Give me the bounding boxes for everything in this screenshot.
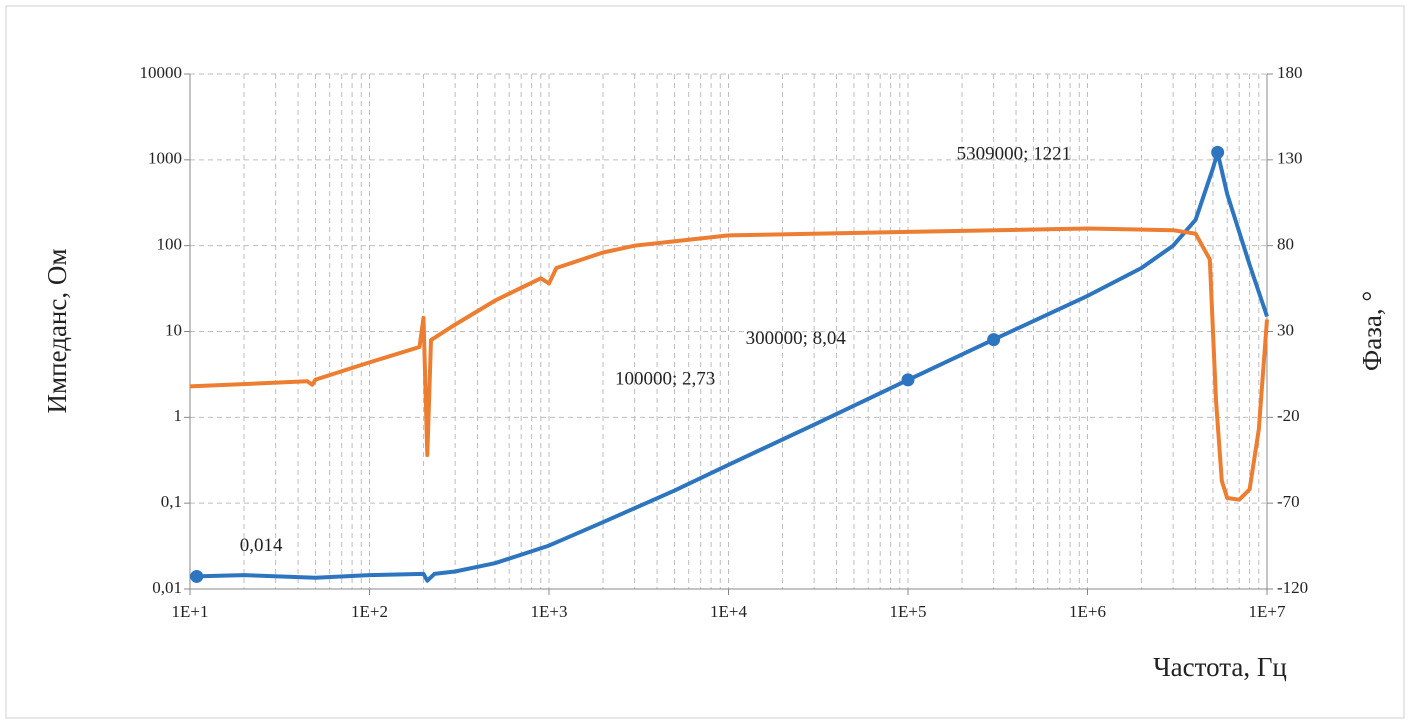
x-tick-label: 1E+5 [890,602,927,621]
marker [1211,145,1225,159]
y-tick-label: 1000 [148,149,182,168]
y-tick-label: 0,1 [161,492,182,511]
y-axis-title: Импеданс, Ом [42,249,72,414]
y-tick-label: 0,01 [152,578,182,597]
series-line [189,150,1269,583]
x-tick-label: 1E+6 [1069,602,1106,621]
y-tick-label: 10000 [140,63,183,82]
marker [987,333,1001,347]
x-tick-label: 1E+4 [710,602,747,621]
x-tick-label: 1E+2 [351,602,388,621]
y-tick-label: 1 [174,406,183,425]
data-label: 5309000; 1221 [957,144,1072,165]
data-label: 0,014 [240,535,283,556]
marker [901,373,915,387]
y-tick-label: 100 [157,235,183,254]
x-axis-title: Частота, Гц [1153,652,1287,682]
y2-tick-label: 180 [1277,63,1303,82]
y2-tick-label: -20 [1277,406,1300,425]
y2-tick-label: -120 [1277,578,1308,597]
x-tick-label: 1E+7 [1249,602,1286,621]
x-tick-label: 1E+1 [172,602,209,621]
x-tick-label: 1E+3 [531,602,568,621]
series-line [189,226,1269,502]
y2-axis-title: Фаза, ° [1357,291,1387,371]
data-label: 100000; 2,73 [615,368,715,389]
y-tick-label: 10 [165,320,182,339]
marker [190,569,204,583]
y2-tick-label: 30 [1277,320,1294,339]
data-label: 300000; 8,04 [746,328,847,349]
y2-tick-label: 130 [1277,149,1303,168]
frame [5,5,1405,719]
y2-tick-label: -70 [1277,492,1300,511]
y2-tick-label: 80 [1277,235,1294,254]
